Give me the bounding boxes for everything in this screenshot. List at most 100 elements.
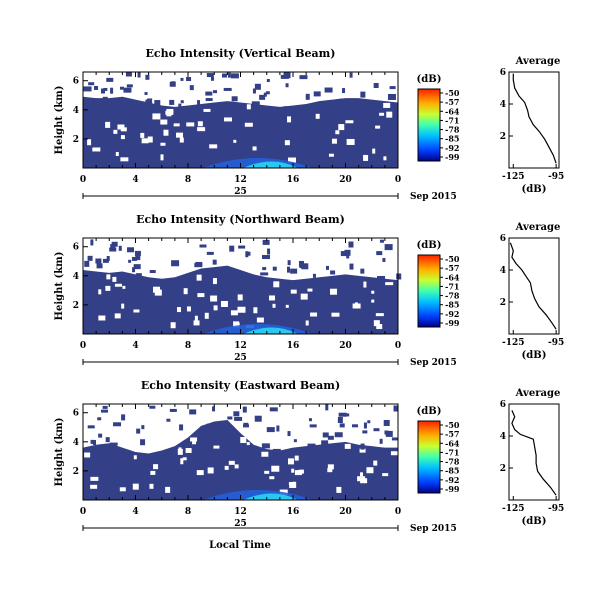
colorbar-tick-label: -92 bbox=[445, 475, 459, 485]
colorbar-tick-label: -64 bbox=[445, 438, 460, 448]
echo-speckle bbox=[373, 428, 380, 432]
echo-speckle bbox=[391, 437, 398, 441]
average-y-tick-label: 6 bbox=[500, 234, 506, 244]
echo-speckle bbox=[140, 439, 146, 446]
echo-speckle bbox=[170, 322, 176, 329]
colorbar-tick-label: -85 bbox=[445, 134, 459, 144]
echo-speckle bbox=[273, 281, 280, 288]
x-tick-label: 12 bbox=[234, 175, 247, 185]
echo-speckle bbox=[233, 321, 240, 328]
echo-speckle bbox=[189, 85, 194, 91]
echo-speckle bbox=[180, 458, 184, 465]
average-x-tick-label: -95 bbox=[548, 504, 564, 514]
colorbar-tick-label: -99 bbox=[445, 152, 460, 162]
echo-speckle bbox=[339, 98, 348, 103]
echo-speckle bbox=[328, 153, 334, 157]
x-tick-label: 20 bbox=[339, 507, 352, 517]
y-tick-label: 4 bbox=[73, 106, 79, 116]
echo-speckle bbox=[185, 448, 192, 454]
echo-speckle bbox=[305, 93, 310, 100]
echo-speckle bbox=[266, 78, 270, 82]
echo-speckle bbox=[330, 270, 336, 275]
echo-speckle bbox=[199, 244, 207, 248]
echo-speckle bbox=[205, 91, 213, 96]
echo-speckle bbox=[210, 76, 214, 81]
echo-speckle bbox=[160, 154, 164, 161]
echo-speckle bbox=[287, 266, 291, 273]
echo-speckle bbox=[340, 251, 348, 257]
echo-speckle bbox=[150, 470, 156, 475]
x-tick-label: 16 bbox=[287, 175, 300, 185]
echo-speckle bbox=[289, 481, 297, 488]
x-tick-label: 16 bbox=[287, 341, 300, 351]
echo-speckle bbox=[190, 437, 198, 442]
average-y-tick-label: 6 bbox=[500, 68, 506, 78]
echo-speckle bbox=[329, 288, 337, 295]
x-tick-label: 16 bbox=[287, 507, 300, 517]
echo-speckle bbox=[346, 253, 350, 259]
echo-speckle bbox=[261, 451, 269, 457]
colorbar-tick-label: -78 bbox=[445, 125, 460, 135]
x-tick-label: 8 bbox=[185, 341, 191, 351]
y-tick-label: 4 bbox=[73, 438, 79, 448]
echo-speckle bbox=[290, 289, 297, 294]
echo-speckle bbox=[186, 306, 191, 312]
average-x-label: (dB) bbox=[522, 184, 547, 195]
echo-speckle bbox=[145, 74, 150, 80]
echo-speckle bbox=[299, 75, 308, 80]
echo-speckle bbox=[106, 77, 114, 82]
echo-speckle bbox=[284, 140, 290, 146]
echo-speckle bbox=[360, 91, 366, 98]
echo-speckle bbox=[325, 404, 329, 411]
echo-speckle bbox=[186, 122, 195, 127]
echo-speckle bbox=[237, 294, 243, 301]
echo-speckle bbox=[287, 431, 291, 437]
echo-speckle bbox=[165, 110, 174, 115]
echo-speckle bbox=[290, 268, 298, 274]
echo-speckle bbox=[262, 239, 270, 245]
average-x-label: (dB) bbox=[522, 350, 547, 361]
echo-speckle bbox=[147, 136, 153, 143]
echo-speckle bbox=[346, 138, 355, 145]
echo-speckle bbox=[385, 430, 393, 437]
echo-speckle bbox=[345, 120, 354, 124]
echo-speckle bbox=[252, 146, 257, 151]
echo-speckle bbox=[224, 117, 233, 122]
echo-speckle bbox=[233, 411, 240, 417]
echo-speckle bbox=[220, 300, 228, 307]
x-tick-label: 12 bbox=[234, 341, 247, 351]
echo-speckle bbox=[147, 98, 153, 105]
echo-speckle bbox=[136, 428, 141, 434]
echo-speckle bbox=[178, 103, 182, 108]
echo-speckle bbox=[313, 91, 321, 97]
echo-speckle bbox=[288, 157, 297, 163]
echo-speckle bbox=[152, 113, 161, 120]
echo-speckle bbox=[327, 468, 333, 473]
echo-speckle bbox=[389, 86, 396, 90]
echo-speckle bbox=[324, 87, 333, 93]
colorbar-tick-label: -92 bbox=[445, 143, 459, 153]
colorbar-tick-label: -99 bbox=[445, 318, 460, 328]
echo-speckle bbox=[212, 278, 217, 285]
echo-speckle bbox=[166, 108, 174, 112]
echo-speckle bbox=[240, 437, 247, 444]
echo-speckle bbox=[92, 147, 101, 152]
colorbar-tick-label: -78 bbox=[445, 291, 460, 301]
average-frame bbox=[508, 237, 560, 335]
average-y-tick-label: 2 bbox=[500, 132, 506, 142]
echo-speckle bbox=[363, 422, 367, 429]
echo-speckle bbox=[133, 309, 140, 313]
x-tick-label: 0 bbox=[80, 341, 86, 351]
date-day-label: 25 bbox=[234, 353, 247, 363]
echo-speckle bbox=[183, 288, 188, 295]
echo-speckle bbox=[144, 92, 148, 96]
echo-speckle bbox=[135, 255, 141, 261]
echo-speckle bbox=[126, 84, 133, 88]
echo-speckle bbox=[321, 440, 329, 447]
echo-speckle bbox=[367, 420, 371, 424]
echo-speckle bbox=[176, 307, 181, 313]
echo-speckle bbox=[223, 87, 232, 91]
echo-speckle bbox=[103, 87, 108, 91]
echo-speckle bbox=[246, 251, 251, 256]
echo-speckle bbox=[376, 324, 383, 330]
